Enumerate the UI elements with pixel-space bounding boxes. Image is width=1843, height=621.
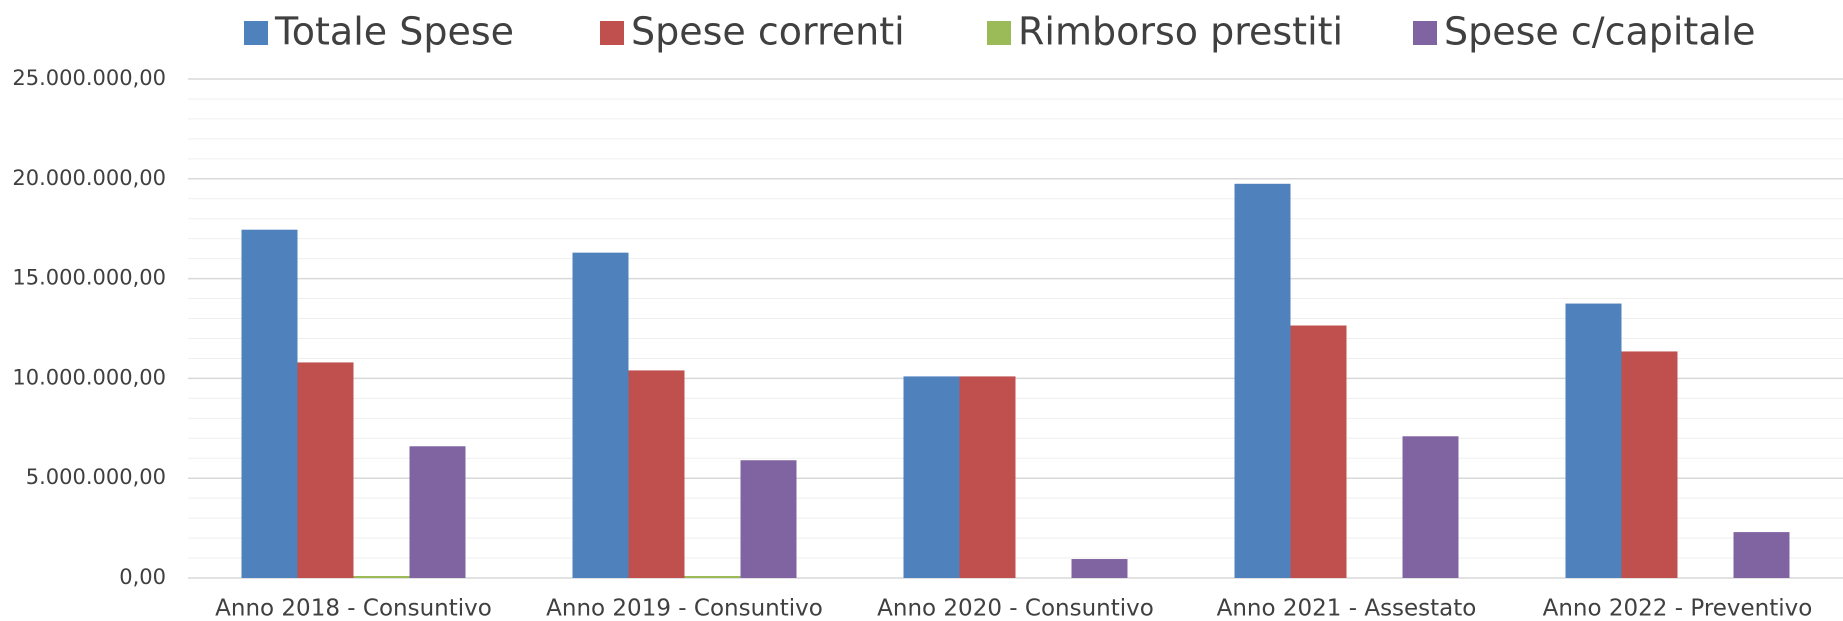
y-tick-label: 5.000.000,00 (26, 465, 166, 489)
bar (903, 376, 960, 578)
y-tick-label: 15.000.000,00 (12, 266, 166, 290)
bar (572, 252, 629, 579)
bar (1071, 559, 1128, 578)
legend-swatch (244, 21, 268, 45)
x-tick-label: Anno 2020 - Consuntivo (877, 596, 1154, 621)
y-tick-label: 0,00 (119, 565, 166, 589)
bar (740, 460, 797, 578)
bar (409, 446, 466, 578)
x-tick-label: Anno 2019 - Consuntivo (546, 596, 823, 621)
legend-label: Totale Spese (274, 10, 514, 54)
bar (959, 376, 1016, 578)
x-tick-label: Anno 2021 - Assestato (1217, 596, 1477, 621)
bar (297, 362, 354, 578)
bar (241, 229, 298, 578)
bar (1621, 351, 1678, 578)
legend-label: Rimborso prestiti (1018, 10, 1343, 54)
bar (1234, 183, 1291, 579)
x-tick-label: Anno 2018 - Consuntivo (215, 596, 492, 621)
legend-swatch (987, 21, 1011, 45)
legend-label: Spese correnti (631, 10, 905, 54)
legend-swatch (600, 21, 624, 45)
bar (1733, 532, 1790, 578)
y-tick-label: 25.000.000,00 (12, 66, 166, 90)
bar (353, 576, 410, 578)
bar (684, 576, 741, 578)
bar (1402, 436, 1459, 578)
bar (1565, 303, 1622, 578)
bar (628, 370, 685, 578)
legend-label: Spese c/capitale (1444, 10, 1756, 54)
x-tick-label: Anno 2022 - Preventivo (1543, 596, 1813, 621)
bar (1290, 325, 1347, 578)
y-tick-label: 10.000.000,00 (12, 365, 166, 389)
legend-swatch (1413, 21, 1437, 45)
y-tick-label: 20.000.000,00 (12, 166, 166, 190)
